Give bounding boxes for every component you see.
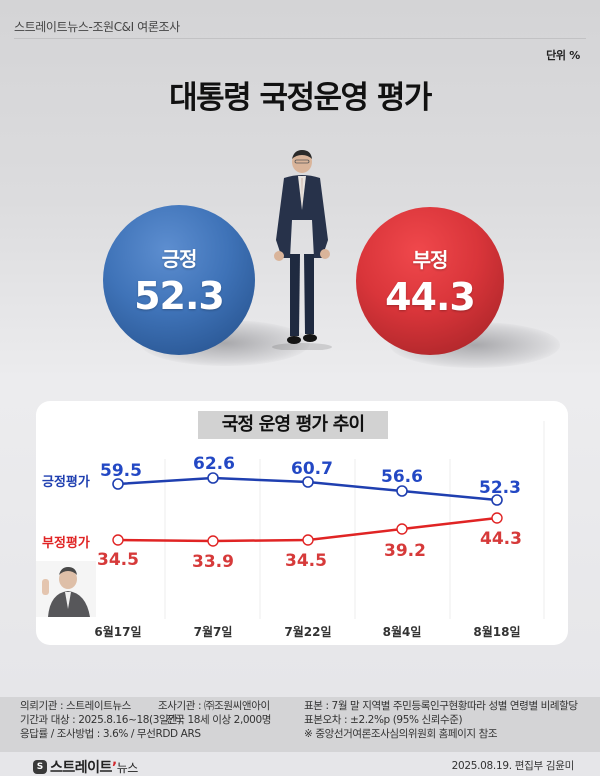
negative-value-5: 44.3 [480,529,522,549]
x-label-1: 6월17일 [94,624,141,639]
survey-info-col2: 조사기관 : ㈜조원씨앤아이 전국 18세 이상 2,000명 [158,697,271,727]
x-label-4: 8월4일 [383,624,422,639]
positive-series-label: 긍정평가 [42,474,90,490]
trend-line-chart: 긍정평가 부정평가 59.5 62.6 60.7 56.6 52.3 34.5 … [36,421,545,639]
x-label-3: 7월22일 [284,624,331,639]
header-divider [14,38,586,39]
x-label-5: 8월18일 [473,624,520,639]
positive-value-3: 60.7 [291,459,333,479]
page-title: 대통령 국정운영 평가 [169,80,432,116]
logo-main-text: 스트레이트 [50,760,112,776]
positive-sphere: 긍정 52.3 [103,205,255,355]
positive-label: 긍정 [161,246,198,271]
logo-sub-text: 뉴스 [116,761,139,775]
response-method: 응답률 / 조사방법 : 3.6% / 무선RDD ARS [20,728,201,740]
survey-period: 기간과 대상 : 2025.8.16~18(3일간) [20,714,182,726]
survey-info-col3: 표본 : 7월 말 지역별 주민등록인구현황따라 성별 연령별 비례할당 표본오… [304,697,578,741]
negative-value-3: 34.5 [285,551,327,571]
trend-chart-card [36,401,568,645]
source-header: 스트레이트뉴스-조원C&I 여론조사 [14,20,180,34]
negative-value-2: 33.9 [192,552,234,572]
reference-note: ※ 중앙선거여론조사심의위원회 홈페이지 참조 [304,728,498,740]
president-photo [272,150,332,350]
survey-agency: 조사기관 : ㈜조원씨앤아이 [158,700,270,712]
unit-label: 단위 % [546,49,580,62]
negative-label: 부정 [412,247,449,272]
negative-value: 44.3 [385,274,476,319]
negative-series-label: 부정평가 [42,535,90,551]
margin-of-error: 표본오차 : ±2.2%p (95% 신뢰수준) [304,714,463,726]
positive-value-2: 62.6 [193,454,235,474]
commissioner: 의뢰기관 : 스트레이트뉴스 [20,700,131,712]
positive-value-1: 59.5 [100,461,142,481]
negative-value-1: 34.5 [97,550,139,570]
logo-mark-icon: S [33,760,47,774]
sample-info: 표본 : 7월 말 지역별 주민등록인구현황따라 성별 연령별 비례할당 [304,700,578,712]
oath-photo [36,561,96,617]
editor-credit: 2025.08.19. 편집부 김윤미 [451,760,575,772]
positive-value-5: 52.3 [479,478,521,498]
positive-value-4: 56.6 [381,467,423,487]
negative-sphere: 부정 44.3 [356,207,504,355]
brand-logo[interactable]: S 스트레이트ʼ뉴스 [33,757,138,776]
footer-bar: S 스트레이트ʼ뉴스 2025.08.19. 편집부 김윤미 [0,752,600,776]
trend-chart-title: 국정 운영 평가 추이 [198,411,388,439]
survey-info-col1: 의뢰기관 : 스트레이트뉴스 기간과 대상 : 2025.8.16~18(3일간… [20,697,201,741]
positive-value: 52.3 [134,273,225,318]
survey-target: 전국 18세 이상 2,000명 [166,714,271,726]
survey-info: 의뢰기관 : 스트레이트뉴스 기간과 대상 : 2025.8.16~18(3일간… [0,697,600,752]
x-label-2: 7월7일 [194,624,233,639]
negative-value-4: 39.2 [384,541,426,561]
